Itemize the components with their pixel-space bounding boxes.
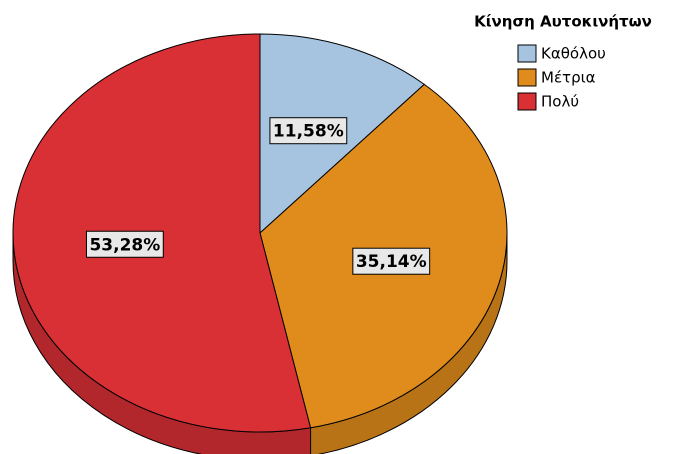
label-box: [85, 230, 164, 258]
label-box: [269, 117, 348, 145]
label-box: [352, 247, 431, 275]
legend-label: Καθόλου: [541, 45, 606, 63]
value-label: 53,28%: [89, 235, 160, 255]
legend-swatch: [517, 44, 537, 63]
value-label: 11,58%: [273, 122, 344, 142]
legend-label: Πολύ: [541, 93, 579, 111]
value-label: 35,14%: [356, 252, 427, 272]
data-label: 53,28%: [85, 230, 164, 258]
legend-swatch: [517, 92, 537, 111]
data-label: 35,14%: [352, 247, 431, 275]
legend-label: Μέτρια: [541, 69, 596, 87]
legend-title: Κίνηση Αυτοκινήτων: [474, 13, 652, 31]
data-label: 11,58%: [269, 117, 348, 145]
legend-swatch: [517, 68, 537, 87]
